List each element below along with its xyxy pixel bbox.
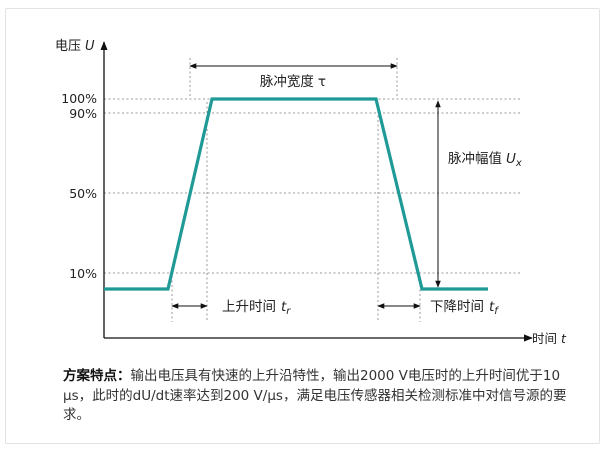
fall-time-label: 下降时间 tf <box>430 299 499 317</box>
caption-body: 输出电压具有快速的上升沿特性，输出2000 V电压时的上升时间优于10 μs，此… <box>63 368 567 423</box>
caption: 方案特点：输出电压具有快速的上升沿特性，输出2000 V电压时的上升时间优于10… <box>63 367 583 426</box>
caption-title: 方案特点： <box>63 368 131 384</box>
pulse-width-label: 脉冲宽度 τ <box>260 73 326 90</box>
level-label-10: 10% <box>69 266 97 281</box>
y-axis-label: 电压 U <box>55 39 95 54</box>
level-label-100: 100% <box>61 91 97 106</box>
level-label-90: 90% <box>69 106 97 121</box>
level-label-50: 50% <box>69 186 97 201</box>
amplitude-label: 脉冲幅值 Ux <box>448 151 522 169</box>
x-axis-label: 时间 t <box>532 331 567 346</box>
level-guides <box>104 98 522 274</box>
vertical-guides <box>171 58 421 322</box>
rise-time-label: 上升时间 tr <box>222 299 291 317</box>
pulse-waveform <box>104 97 488 291</box>
